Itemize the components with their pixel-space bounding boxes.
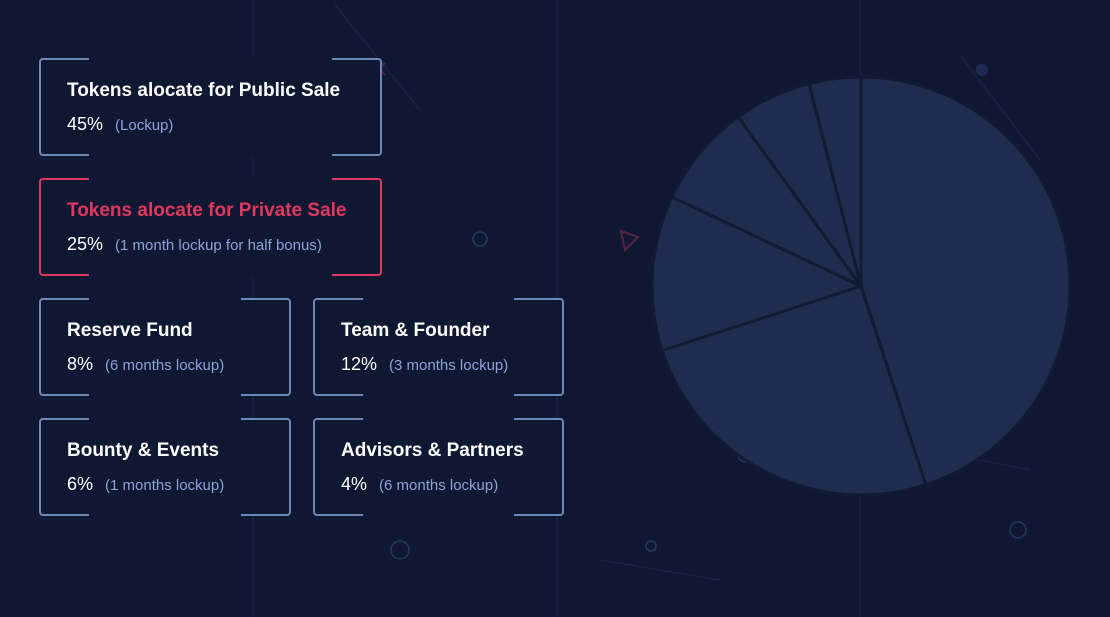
card-title: Tokens alocate for Private Sale	[67, 200, 347, 221]
card-detail: 8% (6 months lockup)	[67, 354, 224, 375]
card-title: Tokens alocate for Public Sale	[67, 80, 341, 101]
card-detail: 4% (6 months lockup)	[341, 474, 498, 495]
card-private-sale: Tokens alocate for Private Sale 25% (1 mo…	[39, 176, 382, 278]
card-percent: 25%	[67, 234, 104, 254]
card-percent: 4%	[341, 474, 368, 494]
card-bounty-events: Bounty & Events 6% (1 months lockup)	[39, 416, 291, 518]
card-public-sale: Tokens alocate for Public Sale 45% (Locku…	[39, 56, 382, 158]
card-detail: 12% (3 months lockup)	[341, 354, 508, 375]
pie-slice-6	[807, 75, 863, 288]
pie-slice-4	[670, 115, 863, 288]
pie-slice-1	[859, 75, 1072, 487]
token-distribution-pie-chart	[650, 75, 1072, 497]
card-advisors-partners: Advisors & Partners 4% (6 months lockup)	[313, 416, 564, 518]
card-detail: 25% (1 month lockup for half bonus)	[67, 234, 322, 255]
card-note: (1 month lockup for half bonus)	[115, 237, 322, 254]
pie-slice-3	[650, 195, 863, 353]
pie-slice-2	[660, 284, 928, 497]
card-reserve-fund: Reserve Fund 8% (6 months lockup)	[39, 296, 291, 398]
card-percent: 12%	[341, 354, 378, 374]
card-detail: 6% (1 months lockup)	[67, 474, 224, 495]
card-note: (Lockup)	[115, 117, 174, 134]
card-detail: 45% (Lockup)	[67, 114, 173, 135]
card-percent: 8%	[67, 354, 94, 374]
card-title: Advisors & Partners	[341, 440, 524, 461]
card-title: Bounty & Events	[67, 440, 220, 461]
card-team-founder: Team & Founder 12% (3 months lockup)	[313, 296, 564, 398]
card-note: (6 months lockup)	[105, 357, 225, 374]
card-title: Team & Founder	[341, 320, 490, 341]
card-percent: 6%	[67, 474, 94, 494]
card-note: (1 months lockup)	[105, 477, 225, 494]
card-percent: 45%	[67, 114, 104, 134]
card-note: (6 months lockup)	[379, 477, 499, 494]
card-title: Reserve Fund	[67, 320, 193, 341]
card-note: (3 months lockup)	[389, 357, 509, 374]
